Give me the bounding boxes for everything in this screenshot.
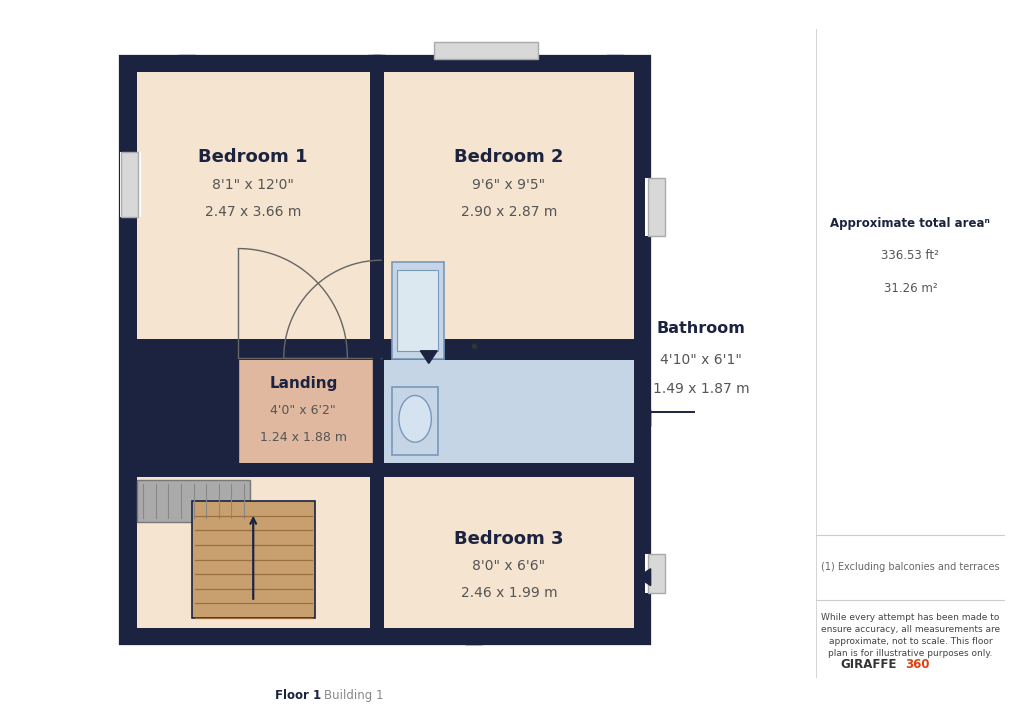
Bar	[119, 152, 141, 217]
Polygon shape	[637, 410, 650, 427]
Bar	[137, 477, 369, 628]
Text: Bathroom: Bathroom	[656, 321, 745, 336]
Text: 1.24 x 1.88 m: 1.24 x 1.88 m	[260, 431, 346, 444]
Ellipse shape	[398, 395, 431, 442]
Bar	[647, 554, 664, 593]
Text: GIRAFFE: GIRAFFE	[840, 658, 897, 671]
Bar	[137, 72, 369, 339]
Bar	[192, 501, 315, 618]
Text: Approximate total areaⁿ: Approximate total areaⁿ	[829, 217, 989, 230]
Polygon shape	[420, 350, 437, 363]
Polygon shape	[120, 124, 132, 141]
Text: 2.46 x 1.99 m: 2.46 x 1.99 m	[461, 586, 556, 601]
Polygon shape	[606, 56, 624, 68]
Bar	[391, 387, 438, 455]
Text: 31.26 m²: 31.26 m²	[882, 282, 936, 295]
Bar	[396, 270, 438, 351]
Bar	[647, 178, 664, 236]
Bar	[383, 477, 633, 628]
Text: Bedroom 3: Bedroom 3	[453, 530, 564, 548]
Bar	[372, 349, 647, 358]
Text: While every attempt has been made to
ensure accuracy, all measurements are
appro: While every attempt has been made to ens…	[820, 614, 999, 658]
Bar	[234, 360, 372, 463]
Bar	[231, 466, 647, 474]
Bar	[372, 55, 381, 470]
Polygon shape	[637, 569, 650, 585]
Text: 4'0" x 6'2": 4'0" x 6'2"	[270, 404, 336, 417]
Bar	[645, 178, 666, 236]
Polygon shape	[178, 56, 196, 68]
Bar	[391, 262, 443, 359]
Bar	[383, 72, 633, 339]
Bar	[433, 38, 537, 59]
Text: 9'6" x 9'5": 9'6" x 9'5"	[472, 177, 545, 192]
Bar	[229, 349, 238, 470]
Text: 8'1" x 12'0": 8'1" x 12'0"	[212, 177, 293, 192]
Text: Bedroom 1: Bedroom 1	[199, 149, 308, 167]
Bar	[137, 349, 383, 358]
Text: 8'0" x 6'6": 8'0" x 6'6"	[472, 559, 545, 573]
Bar	[645, 554, 666, 593]
Text: 336.53 ft²: 336.53 ft²	[880, 249, 938, 262]
Polygon shape	[368, 56, 385, 68]
Text: Landing: Landing	[269, 376, 337, 391]
Text: 2.90 x 2.87 m: 2.90 x 2.87 m	[461, 205, 556, 219]
Text: (1) Excluding balconies and terraces: (1) Excluding balconies and terraces	[820, 562, 999, 572]
Polygon shape	[368, 460, 385, 473]
Bar	[122, 58, 647, 642]
Bar	[122, 58, 647, 642]
Bar	[383, 360, 633, 463]
Text: 4'10" x 6'1": 4'10" x 6'1"	[659, 353, 742, 366]
Text: Floor 1: Floor 1	[275, 689, 321, 702]
Bar	[137, 480, 250, 522]
Text: 360: 360	[904, 658, 928, 671]
Text: 1.49 x 1.87 m: 1.49 x 1.87 m	[652, 381, 749, 396]
Bar	[121, 152, 138, 217]
Bar	[433, 43, 537, 59]
Text: 2.47 x 3.66 m: 2.47 x 3.66 m	[205, 205, 302, 219]
Text: Building 1: Building 1	[324, 689, 383, 702]
Text: Bedroom 2: Bedroom 2	[453, 149, 564, 167]
Polygon shape	[368, 350, 385, 363]
Polygon shape	[466, 632, 482, 645]
